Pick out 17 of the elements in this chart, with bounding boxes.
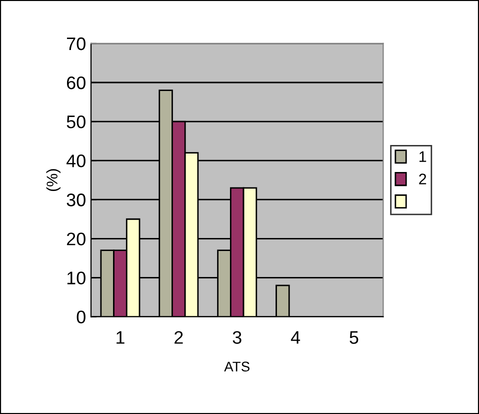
y-tick-label: 30 xyxy=(66,194,86,206)
y-axis-title: (%) xyxy=(46,169,61,192)
y-tick-label: 10 xyxy=(67,272,86,284)
legend-label: 1 xyxy=(420,151,426,162)
y-tick-label: 60 xyxy=(66,76,86,90)
legend-label: 2 xyxy=(419,174,426,184)
y-tick-label: 0 xyxy=(76,310,86,324)
y-tick-label: 20 xyxy=(66,232,86,246)
x-tick-label: 4 xyxy=(290,331,300,344)
x-tick-label: 1 xyxy=(116,331,124,344)
y-tick-label: 50 xyxy=(66,115,86,128)
y-tick-label: 40 xyxy=(66,154,86,168)
x-tick-label: 3 xyxy=(232,331,242,344)
x-tick-label: 5 xyxy=(350,331,358,344)
x-axis-title: ATS xyxy=(224,362,250,372)
x-tick-label: 2 xyxy=(174,331,183,344)
y-tick-label: 70 xyxy=(66,37,86,50)
